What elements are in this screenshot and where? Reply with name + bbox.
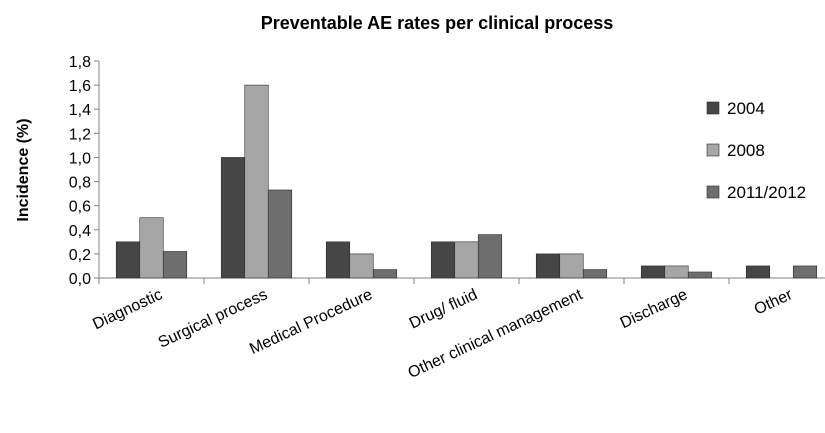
x-category-label: Discharge bbox=[618, 286, 691, 332]
legend-swatch bbox=[706, 143, 720, 157]
chart-title: Preventable AE rates per clinical proces… bbox=[261, 13, 614, 33]
y-tick-label: 0,0 bbox=[69, 271, 91, 288]
legend-label: 2004 bbox=[727, 99, 765, 118]
bar bbox=[664, 265, 689, 279]
bar bbox=[477, 234, 503, 279]
bar bbox=[162, 251, 188, 279]
legend: 2004 2008 2011/2012 bbox=[706, 99, 806, 202]
x-category-label: Other clinical management bbox=[406, 286, 586, 382]
y-axis-label: Incidence (%) bbox=[15, 118, 32, 221]
bar bbox=[430, 241, 456, 279]
bar bbox=[267, 189, 293, 279]
y-tick-label: 0,4 bbox=[69, 223, 91, 240]
y-tick-label: 0,6 bbox=[69, 199, 91, 216]
y-tick-label: 1,6 bbox=[69, 78, 91, 95]
y-tick-label: 0,8 bbox=[69, 175, 91, 192]
bar bbox=[349, 253, 374, 279]
bar bbox=[454, 241, 479, 279]
x-category-label: Drug/ fluid bbox=[407, 286, 480, 332]
y-tick-label: 1,0 bbox=[69, 150, 91, 167]
bar bbox=[640, 265, 666, 279]
x-category-label: Other bbox=[752, 286, 796, 319]
legend-label: 2008 bbox=[727, 141, 765, 160]
bar bbox=[139, 217, 164, 279]
legend-swatch bbox=[706, 101, 720, 115]
legend-label: 2011/2012 bbox=[727, 183, 806, 202]
bar bbox=[582, 269, 608, 279]
bar bbox=[220, 157, 246, 279]
x-category-label: Diagnostic bbox=[90, 286, 165, 333]
y-tick-label: 1,8 bbox=[69, 54, 91, 71]
bar bbox=[115, 241, 141, 279]
bar bbox=[745, 265, 771, 279]
bar bbox=[535, 253, 561, 279]
bar bbox=[792, 265, 818, 279]
bar bbox=[687, 271, 713, 279]
y-tick-label: 1,2 bbox=[69, 126, 91, 143]
legend-swatch bbox=[706, 185, 720, 199]
bar bbox=[244, 84, 269, 279]
bar bbox=[559, 253, 584, 279]
y-tick-label: 0,2 bbox=[69, 247, 91, 264]
bar bbox=[325, 241, 351, 279]
bar bbox=[372, 269, 398, 279]
y-tick-label: 1,4 bbox=[69, 102, 91, 119]
